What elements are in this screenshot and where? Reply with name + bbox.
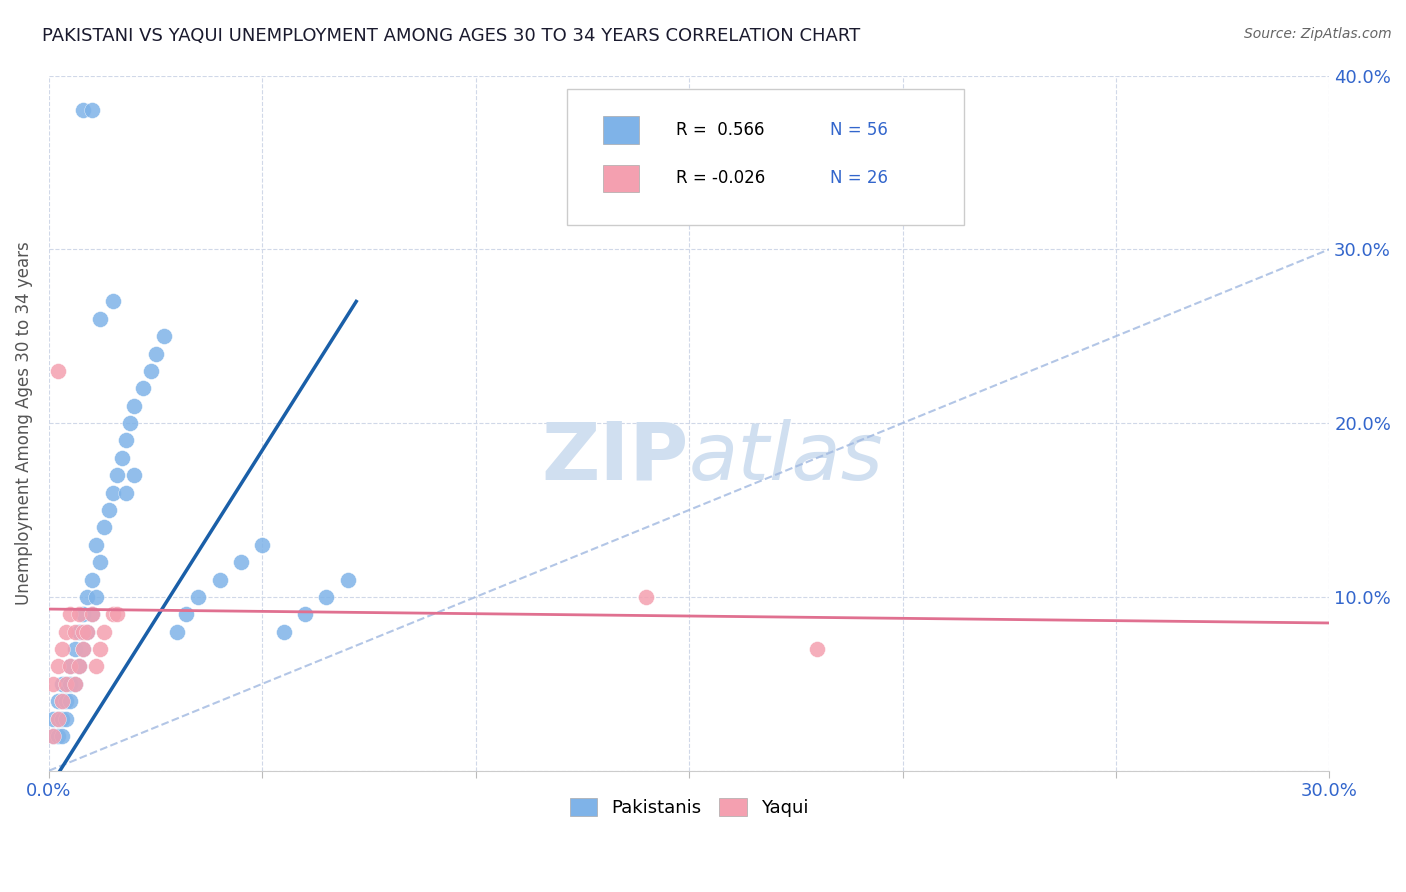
Point: [76, 590, 98, 604]
Point: [114, 434, 136, 448]
Point: [67, 607, 90, 622]
Point: [63, 677, 86, 691]
Point: [42, 712, 65, 726]
Point: [84, 590, 107, 604]
Y-axis label: Unemployment Among Ages 30 to 34 years: Unemployment Among Ages 30 to 34 years: [15, 241, 32, 605]
Point: [636, 590, 658, 604]
Point: [153, 329, 176, 343]
Point: [42, 729, 65, 743]
Point: [76, 624, 98, 639]
Point: [89, 555, 111, 569]
Point: [80, 607, 103, 622]
Point: [72, 607, 94, 622]
Point: [72, 642, 94, 657]
Point: [63, 642, 86, 657]
Point: [101, 607, 124, 622]
FancyBboxPatch shape: [603, 164, 640, 193]
Point: [46, 364, 69, 378]
Point: [93, 520, 115, 534]
Point: [63, 677, 86, 691]
Point: [67, 659, 90, 673]
Point: [59, 607, 82, 622]
Point: [51, 677, 73, 691]
Point: [72, 103, 94, 118]
Point: [105, 468, 128, 483]
Point: [166, 624, 188, 639]
Text: Source: ZipAtlas.com: Source: ZipAtlas.com: [1244, 27, 1392, 41]
Point: [46, 729, 69, 743]
Point: [89, 311, 111, 326]
Point: [51, 694, 73, 708]
Point: [59, 659, 82, 673]
Point: [46, 694, 69, 708]
Point: [141, 364, 163, 378]
Point: [97, 503, 120, 517]
Point: [105, 607, 128, 622]
Point: [42, 729, 65, 743]
Point: [84, 659, 107, 673]
Point: [101, 485, 124, 500]
Point: [229, 555, 252, 569]
Point: [93, 624, 115, 639]
Point: [55, 694, 77, 708]
Text: N = 56: N = 56: [830, 120, 887, 139]
Point: [294, 607, 316, 622]
Point: [46, 712, 69, 726]
Point: [145, 346, 167, 360]
Point: [124, 399, 146, 413]
FancyBboxPatch shape: [603, 116, 640, 144]
Point: [174, 607, 197, 622]
Point: [63, 624, 86, 639]
Point: [46, 659, 69, 673]
Text: PAKISTANI VS YAQUI UNEMPLOYMENT AMONG AGES 30 TO 34 YEARS CORRELATION CHART: PAKISTANI VS YAQUI UNEMPLOYMENT AMONG AG…: [42, 27, 860, 45]
Point: [76, 624, 98, 639]
Point: [51, 694, 73, 708]
Point: [67, 659, 90, 673]
Point: [59, 694, 82, 708]
Point: [55, 712, 77, 726]
Point: [51, 642, 73, 657]
Text: atlas: atlas: [689, 419, 884, 497]
Text: R =  0.566: R = 0.566: [676, 120, 765, 139]
Point: [55, 677, 77, 691]
Point: [80, 103, 103, 118]
Point: [187, 590, 209, 604]
Legend: Pakistanis, Yaqui: Pakistanis, Yaqui: [562, 790, 815, 824]
Point: [42, 677, 65, 691]
Point: [336, 573, 359, 587]
Point: [55, 624, 77, 639]
Point: [273, 624, 295, 639]
Point: [120, 416, 142, 430]
Point: [55, 677, 77, 691]
Point: [84, 538, 107, 552]
Point: [59, 659, 82, 673]
Point: [252, 538, 274, 552]
Point: [124, 468, 146, 483]
Point: [72, 624, 94, 639]
Point: [46, 712, 69, 726]
Point: [51, 729, 73, 743]
Text: R = -0.026: R = -0.026: [676, 169, 765, 187]
Point: [315, 590, 337, 604]
Point: [208, 573, 231, 587]
Point: [72, 642, 94, 657]
Point: [89, 642, 111, 657]
Point: [132, 381, 155, 395]
Point: [806, 642, 828, 657]
FancyBboxPatch shape: [568, 89, 965, 225]
Point: [80, 607, 103, 622]
Point: [80, 573, 103, 587]
Point: [101, 294, 124, 309]
Point: [67, 624, 90, 639]
Text: ZIP: ZIP: [541, 419, 689, 497]
Point: [51, 712, 73, 726]
Point: [114, 485, 136, 500]
Point: [59, 677, 82, 691]
Point: [110, 450, 132, 465]
Text: N = 26: N = 26: [830, 169, 889, 187]
